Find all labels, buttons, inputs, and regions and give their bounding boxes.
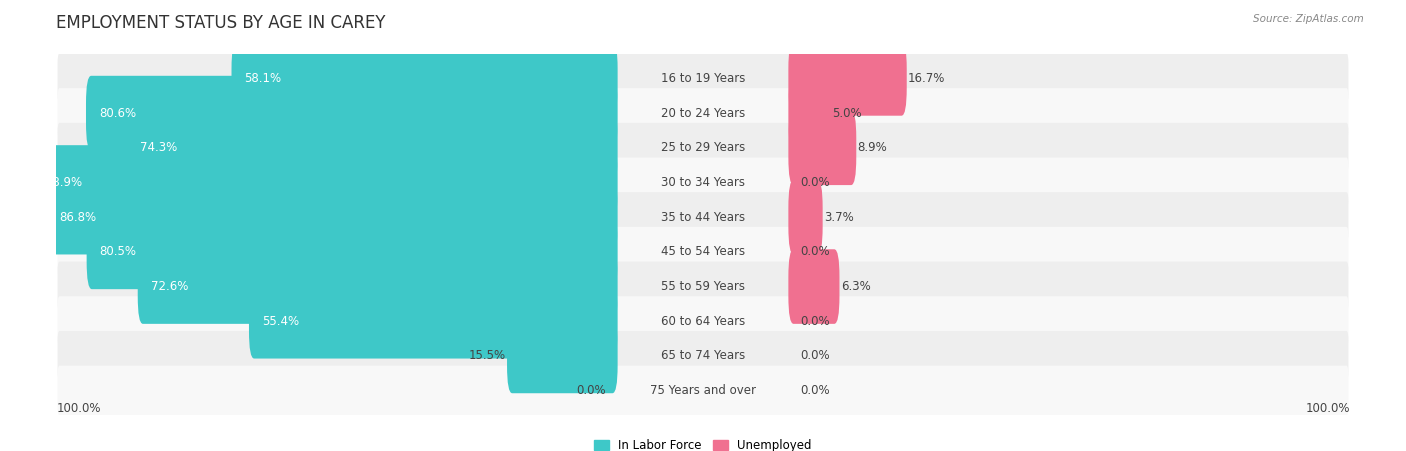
Text: 0.0%: 0.0% [800, 350, 830, 363]
Text: 35 to 44 Years: 35 to 44 Years [661, 211, 745, 224]
Text: 74.3%: 74.3% [139, 141, 177, 154]
Text: 0.0%: 0.0% [800, 315, 830, 328]
Text: 55 to 59 Years: 55 to 59 Years [661, 280, 745, 293]
Text: 88.9%: 88.9% [45, 176, 83, 189]
FancyBboxPatch shape [249, 284, 617, 359]
Text: 0.0%: 0.0% [800, 384, 830, 397]
FancyBboxPatch shape [58, 366, 1348, 416]
FancyBboxPatch shape [58, 123, 1348, 173]
FancyBboxPatch shape [138, 249, 617, 324]
Text: 15.5%: 15.5% [468, 350, 506, 363]
Text: 58.1%: 58.1% [245, 72, 281, 85]
Text: 75 Years and over: 75 Years and over [650, 384, 756, 397]
Text: 8.9%: 8.9% [858, 141, 887, 154]
Legend: In Labor Force, Unemployed: In Labor Force, Unemployed [595, 439, 811, 451]
FancyBboxPatch shape [508, 319, 617, 393]
Text: 45 to 54 Years: 45 to 54 Years [661, 245, 745, 258]
Text: 100.0%: 100.0% [56, 402, 101, 415]
Text: 60 to 64 Years: 60 to 64 Years [661, 315, 745, 328]
Text: 16.7%: 16.7% [908, 72, 945, 85]
Text: 80.5%: 80.5% [100, 245, 136, 258]
FancyBboxPatch shape [58, 88, 1348, 138]
Text: EMPLOYMENT STATUS BY AGE IN CAREY: EMPLOYMENT STATUS BY AGE IN CAREY [56, 14, 385, 32]
FancyBboxPatch shape [58, 262, 1348, 312]
Text: 86.8%: 86.8% [59, 211, 96, 224]
Text: 100.0%: 100.0% [1305, 402, 1350, 415]
Text: 30 to 34 Years: 30 to 34 Years [661, 176, 745, 189]
FancyBboxPatch shape [789, 110, 856, 185]
FancyBboxPatch shape [58, 53, 1348, 103]
FancyBboxPatch shape [58, 192, 1348, 242]
FancyBboxPatch shape [58, 296, 1348, 346]
FancyBboxPatch shape [32, 145, 617, 220]
Text: 0.0%: 0.0% [800, 245, 830, 258]
FancyBboxPatch shape [789, 41, 907, 116]
Text: 25 to 29 Years: 25 to 29 Years [661, 141, 745, 154]
Text: 72.6%: 72.6% [150, 280, 188, 293]
FancyBboxPatch shape [58, 331, 1348, 381]
Text: 3.7%: 3.7% [824, 211, 853, 224]
FancyBboxPatch shape [127, 110, 617, 185]
FancyBboxPatch shape [58, 157, 1348, 207]
FancyBboxPatch shape [789, 180, 823, 254]
Text: 0.0%: 0.0% [576, 384, 606, 397]
FancyBboxPatch shape [46, 180, 617, 254]
FancyBboxPatch shape [86, 76, 617, 150]
Text: 5.0%: 5.0% [832, 106, 862, 120]
FancyBboxPatch shape [232, 41, 617, 116]
FancyBboxPatch shape [87, 215, 617, 289]
Text: 55.4%: 55.4% [262, 315, 299, 328]
Text: 0.0%: 0.0% [800, 176, 830, 189]
Text: Source: ZipAtlas.com: Source: ZipAtlas.com [1253, 14, 1364, 23]
Text: 16 to 19 Years: 16 to 19 Years [661, 72, 745, 85]
Text: 6.3%: 6.3% [841, 280, 870, 293]
FancyBboxPatch shape [789, 249, 839, 324]
FancyBboxPatch shape [58, 227, 1348, 277]
Text: 65 to 74 Years: 65 to 74 Years [661, 350, 745, 363]
Text: 20 to 24 Years: 20 to 24 Years [661, 106, 745, 120]
FancyBboxPatch shape [789, 76, 831, 150]
Text: 80.6%: 80.6% [98, 106, 136, 120]
